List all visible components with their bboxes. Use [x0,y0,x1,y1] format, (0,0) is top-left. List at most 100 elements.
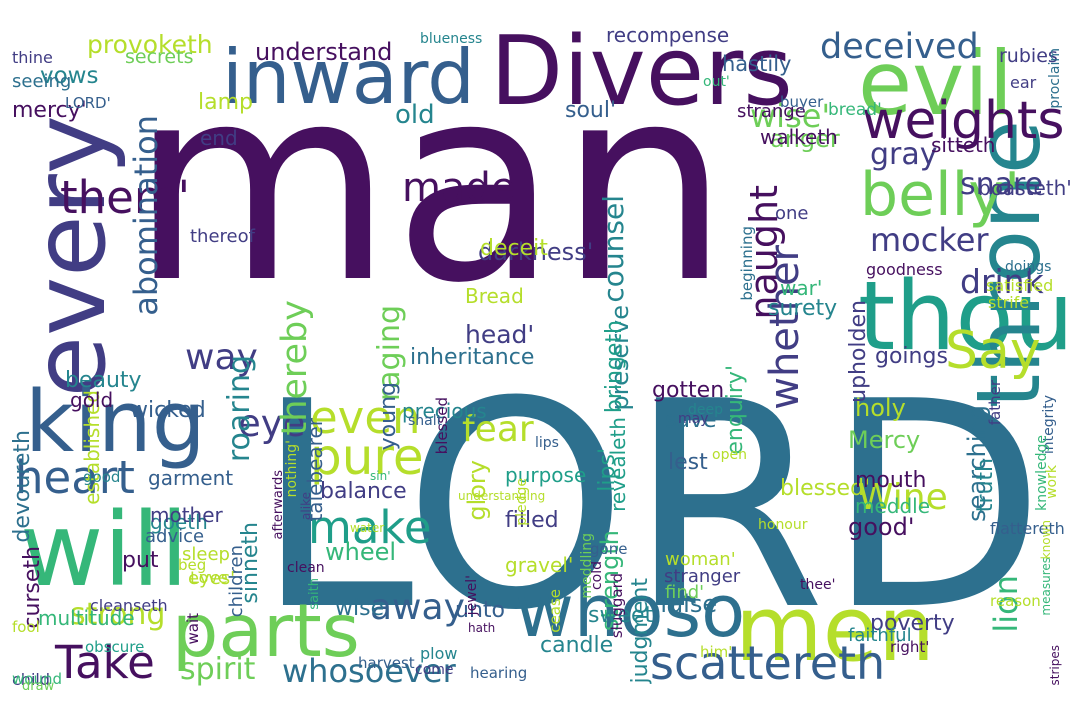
cloud-word: upholden [846,300,871,403]
cloud-word: Wine [858,477,948,518]
cloud-word: understand [255,38,393,66]
cloud-word: abomination [127,115,165,316]
cloud-word: goings [875,344,948,369]
cloud-word: goeth [150,510,208,534]
cloud-word: beauty [65,368,142,393]
cloud-word: knowledge [1034,435,1050,511]
cloud-word: mocker [870,221,989,259]
cloud-word: enquiry' [723,365,748,455]
cloud-word: blueness [420,31,483,47]
cloud-word: seeing [12,71,72,92]
cloud-word: eyes' [188,568,236,589]
cloud-word: draw [22,679,55,694]
cloud-word: beginning [738,226,756,301]
cloud-word: open [712,447,747,463]
cloud-word: made [402,165,516,211]
cloud-word: mouth [855,468,927,493]
cloud-word: ear [1010,73,1037,92]
cloud-word: gold [70,388,114,412]
cloud-word: false [660,590,718,618]
cloud-word: deceit [480,236,548,261]
cloud-word: LORD [255,341,1046,673]
cloud-word: sleep [182,544,230,565]
cloud-word: cleanseth [90,596,168,615]
cloud-word: whoso [515,569,746,653]
cloud-word: pure [310,428,424,486]
cloud-word: LORD' [65,94,111,112]
cloud-word: recompense [606,23,730,47]
cloud-word: Love [190,568,228,587]
cloud-word: king [25,373,206,472]
cloud-word: eye [238,402,306,445]
cloud-word: thee' [800,577,836,593]
cloud-word: them' [60,171,191,224]
cloud-word: alike [299,492,313,520]
cloud-word: doings [1005,259,1052,275]
cloud-word: obscure [85,638,145,656]
cloud-word: inward [222,33,475,121]
cloud-word: save [665,408,717,433]
cloud-word: candle [540,633,614,658]
cloud-word: gotten [652,378,725,403]
cloud-word: garment [148,466,234,490]
cloud-word: strife [988,293,1030,312]
cloud-word: satisfied [986,276,1054,295]
cloud-word: may [678,411,709,427]
cloud-word: rubies [999,45,1058,67]
cloud-word: balance [320,479,407,504]
cloud-word: darkness' [478,238,594,266]
cloud-word: wicked [130,398,206,423]
cloud-word: lamp [198,90,253,115]
cloud-word: every [11,115,128,398]
cloud-word: lest [668,450,708,475]
cloud-word: clean [287,560,325,576]
cloud-word: him' [700,643,733,661]
cloud-word: revealeth [606,417,630,512]
cloud-word: find' [665,582,705,603]
cloud-word: honour [758,517,808,533]
cloud-word: cease [546,589,564,633]
cloud-word: make [308,501,432,554]
cloud-word: even [310,391,421,444]
cloud-word: hearing [470,664,528,682]
cloud-word: Bread [465,284,524,308]
cloud-word: strong [70,597,166,632]
cloud-word: truth [973,458,998,513]
cloud-word: Divers [490,17,793,127]
cloud-word: hastily [722,52,792,76]
cloud-word: come [415,662,454,678]
cloud-word: young [376,382,401,451]
cloud-word: thereof [190,226,255,247]
cloud-word: fool [12,618,40,636]
cloud-word: sluggard [608,573,626,639]
cloud-word: deceived [820,27,979,67]
cloud-word: judgment [628,578,653,684]
cloud-word: scattereth [650,636,886,690]
cloud-word: thine [12,48,53,67]
cloud-word: right' [890,638,930,656]
cloud-word: wait [184,613,202,645]
cloud-word: belly' [860,160,1021,230]
cloud-word: purpose [505,463,587,487]
cloud-word: put [122,548,159,573]
cloud-word: parts [172,589,360,674]
cloud-word: child [12,670,50,689]
cloud-word: saith [307,578,322,610]
cloud-word: end [200,126,238,150]
cloud-word: way [185,337,258,378]
cloud-word: Take [55,636,155,689]
cloud-word: filled [505,508,559,533]
cloud-word: father [986,380,1004,426]
cloud-word: wise [335,596,385,621]
cloud-word: proclaim [1047,48,1063,109]
cloud-word: strange [737,101,806,122]
cloud-word: man [130,27,730,342]
cloud-word: away [370,587,465,628]
cloud-word: weights [862,91,1065,151]
cloud-word: understanding [458,489,546,503]
cloud-word: gray [870,137,938,172]
cloud-word: sweet [588,603,654,628]
cloud-word: deep [688,402,723,418]
cloud-word: heart [15,451,135,504]
